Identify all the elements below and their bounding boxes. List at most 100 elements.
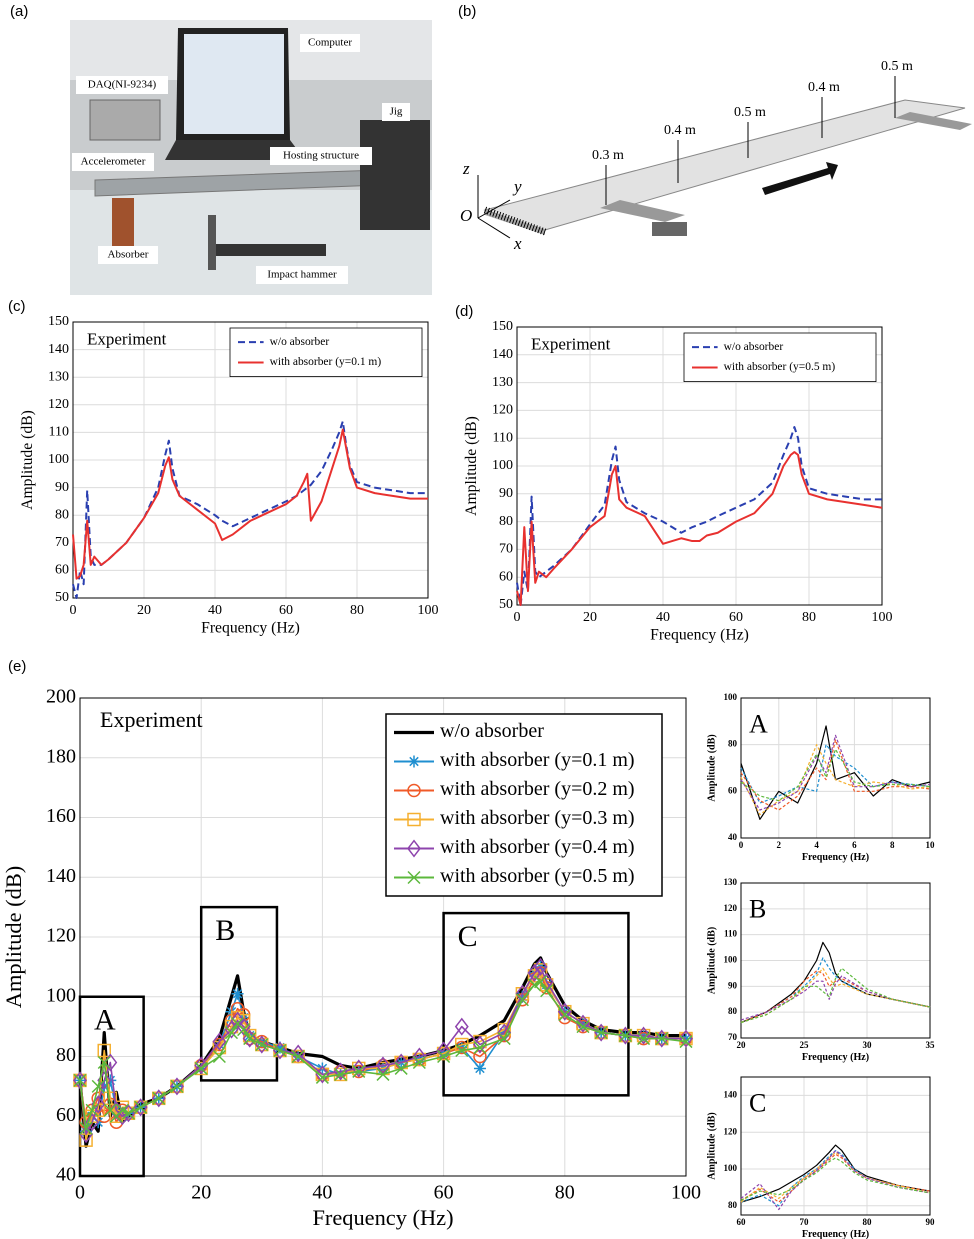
series-line [516, 426, 882, 606]
x-axis-label: Frequency (Hz) [312, 1205, 453, 1230]
y-tick-label: 140 [46, 865, 76, 887]
marker [273, 1043, 287, 1058]
y-tick-label: 80 [499, 514, 513, 529]
legend-label: with absorber (y=0.1 m) [270, 356, 382, 368]
y-tick-label: 130 [48, 369, 69, 384]
y-tick-label: 120 [724, 903, 738, 913]
legend-label: with absorber (y=0.2 m) [440, 778, 635, 800]
marker [212, 1032, 227, 1051]
panel-label: (d) [455, 303, 473, 320]
y-tick-label: 120 [46, 925, 76, 947]
marker [237, 1023, 251, 1037]
marker [394, 1061, 408, 1075]
series-line [740, 739, 931, 811]
marker [637, 1032, 651, 1046]
y-axis-label: Amplitude (dB) [463, 416, 480, 516]
y-tick-label: 130 [492, 375, 513, 390]
marker [455, 1043, 469, 1058]
legend-box [229, 327, 423, 377]
zoom-region [199, 905, 279, 1082]
x-tick-label: 20 [137, 603, 151, 618]
series-line [740, 967, 931, 1024]
x-tick-label: 80 [802, 610, 816, 625]
x-tick-label: 30 [863, 1040, 873, 1050]
marker [636, 1026, 651, 1045]
x-tick-label: 20 [191, 1182, 211, 1204]
marker [236, 1017, 251, 1036]
x-tick-label: 60 [279, 603, 293, 618]
marker [73, 1071, 87, 1090]
marker [242, 1029, 257, 1048]
x-tick-label: 60 [737, 1217, 747, 1227]
beam-diagram: 0.3 m 0.4 m 0.5 m 0.4 m 0.5 m z y O x [460, 59, 972, 253]
region-label: B [215, 914, 235, 947]
marker [97, 1055, 111, 1070]
y-axis-label: Amplitude (dB) [1, 866, 26, 1008]
y-tick-label: 80 [55, 507, 69, 522]
x-tick-label: 8 [890, 840, 895, 850]
marker [85, 1103, 99, 1117]
marker [91, 1079, 105, 1093]
x-tick-label: 0 [70, 603, 77, 618]
x-axis-label: Frequency (Hz) [802, 1229, 869, 1239]
plot-frame [516, 326, 883, 606]
y-tick-label: 140 [724, 1089, 738, 1099]
y-tick-label: 60 [56, 1104, 76, 1126]
y-tick-label: 100 [46, 984, 76, 1006]
y-tick-label: 40 [56, 1164, 76, 1186]
y-tick-label: 70 [55, 535, 69, 550]
photo: Computer DAQ(NI-9234) Jig Accelerometer … [70, 20, 432, 295]
marker [412, 1055, 426, 1070]
legend-label: w/o absorber [724, 341, 784, 353]
x-tick-label: 6 [852, 840, 857, 850]
y-tick-label: 90 [728, 980, 738, 990]
marker [315, 1065, 330, 1084]
marker [333, 1062, 348, 1081]
legend-label: with absorber (y=0.1 m) [440, 749, 635, 771]
plot-area [741, 698, 930, 838]
y-tick-label: 120 [48, 397, 69, 412]
marker [407, 839, 421, 858]
x-tick-label: 25 [800, 1040, 810, 1050]
marker [134, 1100, 148, 1114]
marker [351, 1059, 366, 1078]
y-tick-label: 100 [492, 458, 513, 473]
y-tick-label: 150 [48, 314, 69, 329]
marker [540, 984, 554, 998]
series-line [740, 744, 931, 804]
marker [436, 1041, 451, 1060]
y-tick-label: 80 [728, 739, 738, 749]
region-label: A [94, 1004, 116, 1037]
series-line [740, 1153, 931, 1203]
y-tick-label: 140 [48, 342, 69, 357]
marker [334, 1067, 348, 1081]
x-tick-label: 80 [863, 1217, 873, 1227]
y-tick-label: 100 [48, 452, 69, 467]
legend-label: w/o absorber [270, 336, 330, 348]
marker [407, 870, 421, 885]
marker [194, 1061, 208, 1075]
y-axis-label: Amplitude (dB) [19, 410, 36, 510]
x-tick-label: 20 [737, 1040, 747, 1050]
x-tick-label: 4 [814, 840, 819, 850]
marker [394, 1053, 409, 1072]
distance-label: 0.4 m [664, 123, 696, 138]
y-tick-label: 110 [493, 430, 513, 445]
marker [515, 993, 529, 1007]
marker [273, 1041, 286, 1054]
legend-label: with absorber (y=0.3 m) [440, 807, 635, 829]
x-tick-label: 2 [777, 840, 782, 850]
marker [473, 1041, 487, 1055]
marker [73, 1073, 87, 1087]
marker [473, 1035, 487, 1054]
photo-label: Jig [390, 106, 403, 118]
marker [473, 1049, 487, 1064]
marker [594, 1026, 608, 1040]
x-tick-label: 70 [800, 1217, 810, 1227]
marker [437, 1049, 451, 1064]
marker [352, 1064, 366, 1078]
series-line [740, 1144, 931, 1203]
legend-label: w/o absorber [440, 720, 544, 742]
